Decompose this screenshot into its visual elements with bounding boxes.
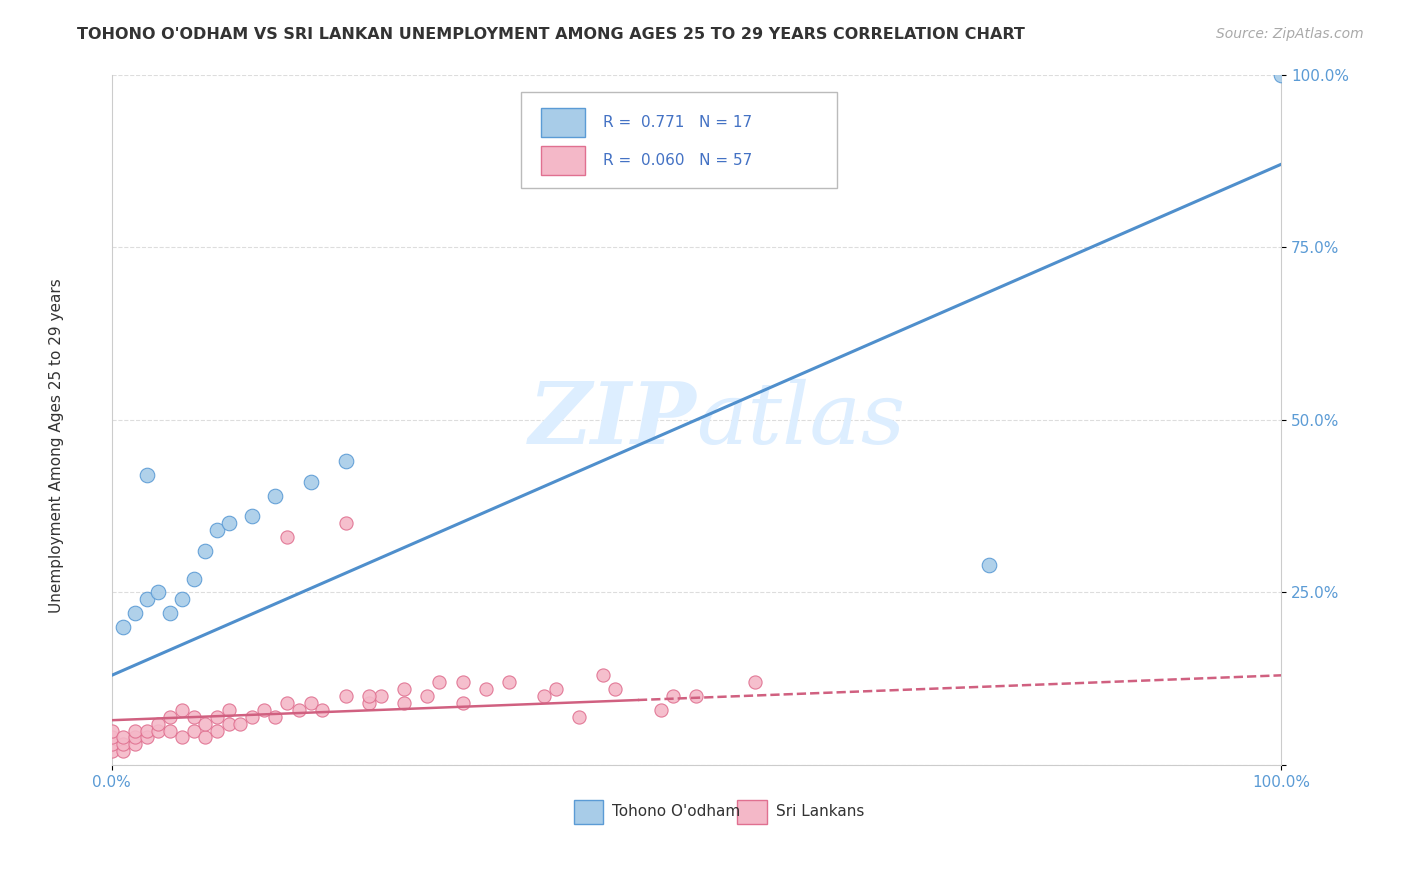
Point — [159, 723, 181, 738]
Point — [335, 689, 357, 703]
Point — [650, 703, 672, 717]
Point — [218, 716, 240, 731]
Point — [451, 675, 474, 690]
Point — [253, 703, 276, 717]
Point — [546, 682, 568, 697]
Point — [335, 516, 357, 531]
Point — [124, 738, 146, 752]
Point — [357, 689, 380, 703]
Point — [392, 682, 415, 697]
Point — [218, 703, 240, 717]
Point — [100, 744, 122, 758]
Point — [416, 689, 439, 703]
Point — [135, 592, 157, 607]
Point — [592, 668, 614, 682]
Point — [392, 696, 415, 710]
Point — [276, 696, 298, 710]
Point — [475, 682, 498, 697]
Point — [568, 710, 591, 724]
Point — [183, 723, 205, 738]
Point — [124, 606, 146, 620]
Point — [744, 675, 766, 690]
FancyBboxPatch shape — [541, 108, 585, 137]
Text: Sri Lankans: Sri Lankans — [776, 804, 865, 819]
Point — [299, 696, 322, 710]
Point — [148, 723, 170, 738]
FancyBboxPatch shape — [522, 92, 837, 188]
Point — [205, 524, 228, 538]
Text: atlas: atlas — [696, 378, 905, 461]
Point — [205, 710, 228, 724]
Text: R =  0.771   N = 17: R = 0.771 N = 17 — [603, 115, 752, 130]
Point — [299, 475, 322, 489]
Text: Tohono O'odham: Tohono O'odham — [612, 804, 741, 819]
Point — [112, 620, 135, 634]
Point — [370, 689, 392, 703]
Point — [603, 682, 626, 697]
Text: Source: ZipAtlas.com: Source: ZipAtlas.com — [1216, 27, 1364, 41]
Point — [194, 544, 217, 558]
Point — [100, 731, 122, 745]
Point — [533, 689, 555, 703]
Point — [335, 454, 357, 468]
Point — [170, 592, 193, 607]
Text: R =  0.060   N = 57: R = 0.060 N = 57 — [603, 153, 752, 169]
Text: TOHONO O'ODHAM VS SRI LANKAN UNEMPLOYMENT AMONG AGES 25 TO 29 YEARS CORRELATION : TOHONO O'ODHAM VS SRI LANKAN UNEMPLOYMEN… — [77, 27, 1025, 42]
Point — [183, 710, 205, 724]
Point — [427, 675, 450, 690]
Point — [159, 606, 181, 620]
Point — [276, 530, 298, 544]
Point — [124, 723, 146, 738]
Point — [194, 731, 217, 745]
Point — [170, 703, 193, 717]
Point — [112, 731, 135, 745]
FancyBboxPatch shape — [737, 799, 766, 824]
Point — [124, 731, 146, 745]
Point — [194, 716, 217, 731]
Point — [112, 744, 135, 758]
Point — [159, 710, 181, 724]
Point — [240, 509, 263, 524]
Point — [148, 716, 170, 731]
Point — [288, 703, 311, 717]
Point — [498, 675, 520, 690]
Point — [977, 558, 1000, 572]
FancyBboxPatch shape — [574, 799, 603, 824]
Point — [218, 516, 240, 531]
Text: Unemployment Among Ages 25 to 29 years: Unemployment Among Ages 25 to 29 years — [49, 278, 63, 614]
Point — [135, 723, 157, 738]
Point — [100, 738, 122, 752]
Text: ZIP: ZIP — [529, 378, 696, 461]
Point — [1270, 68, 1292, 82]
Point — [183, 572, 205, 586]
Point — [451, 696, 474, 710]
Point — [135, 731, 157, 745]
Point — [100, 723, 122, 738]
Point — [685, 689, 707, 703]
Point — [357, 696, 380, 710]
Point — [229, 716, 252, 731]
Point — [311, 703, 333, 717]
Point — [170, 731, 193, 745]
Point — [662, 689, 685, 703]
Point — [205, 723, 228, 738]
Point — [240, 710, 263, 724]
Point — [264, 710, 287, 724]
Point — [135, 468, 157, 483]
Point — [264, 489, 287, 503]
Point — [148, 585, 170, 599]
Point — [112, 738, 135, 752]
FancyBboxPatch shape — [541, 146, 585, 176]
